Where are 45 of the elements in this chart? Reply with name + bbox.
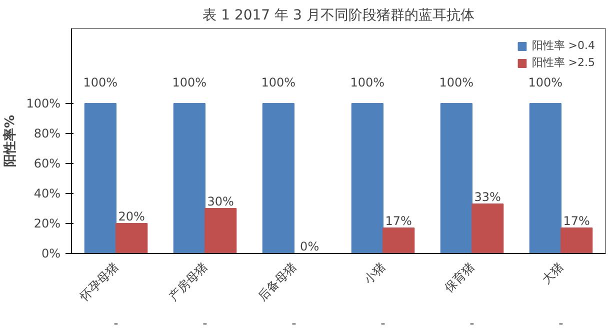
text: - bbox=[470, 316, 475, 332]
text: - bbox=[114, 316, 119, 332]
chart-title: 表 1 2017 年 3 月不同阶段猪群的蓝耳抗体 bbox=[202, 8, 474, 24]
bar bbox=[204, 208, 237, 254]
x-tick-label: 产房母猪 bbox=[166, 260, 210, 304]
x-tick-label: 保育猪 bbox=[442, 260, 477, 295]
data-label: 100% bbox=[261, 76, 296, 90]
y-tick-label: 0% bbox=[41, 246, 61, 260]
legend-label: 阳性率 >2.5 bbox=[532, 55, 595, 70]
text: - bbox=[202, 316, 208, 332]
bar bbox=[116, 223, 148, 254]
bar bbox=[173, 103, 206, 254]
bar bbox=[84, 103, 116, 254]
data-label: 0% bbox=[300, 240, 320, 254]
data-label: 20% bbox=[118, 210, 145, 224]
y-tick-label: 100% bbox=[26, 96, 61, 110]
text: - bbox=[292, 316, 297, 332]
x-tick-label: 大猪 bbox=[539, 260, 566, 286]
bar bbox=[262, 103, 294, 254]
text: - bbox=[380, 316, 386, 332]
text: - bbox=[558, 316, 564, 332]
data-label: 100% bbox=[439, 76, 474, 90]
data-label: 17% bbox=[563, 214, 590, 228]
data-label: 100% bbox=[83, 76, 118, 90]
x-tick-label: 后备母猪 bbox=[255, 260, 299, 304]
bar bbox=[529, 103, 562, 254]
y-tick-label: 80% bbox=[34, 126, 60, 140]
data-label: 100% bbox=[350, 76, 385, 90]
y-tick-label: 60% bbox=[34, 156, 60, 170]
x-tick-label: 怀孕母猪 bbox=[76, 260, 121, 304]
bar bbox=[351, 103, 384, 254]
data-label: 100% bbox=[172, 76, 207, 90]
data-label: 30% bbox=[207, 194, 234, 208]
bar bbox=[382, 228, 415, 254]
data-label: 100% bbox=[528, 76, 563, 90]
data-label: 17% bbox=[385, 214, 412, 228]
legend-label: 阳性率 >0.4 bbox=[532, 38, 595, 53]
bar bbox=[440, 103, 472, 254]
x-tick-label: 小猪 bbox=[361, 260, 388, 286]
bar bbox=[472, 204, 504, 254]
bar bbox=[560, 228, 593, 254]
y-axis-title: 阳性率% bbox=[2, 114, 18, 168]
y-tick-label: 20% bbox=[34, 216, 60, 230]
data-label: 33% bbox=[474, 190, 501, 204]
y-tick-label: 40% bbox=[34, 186, 60, 200]
